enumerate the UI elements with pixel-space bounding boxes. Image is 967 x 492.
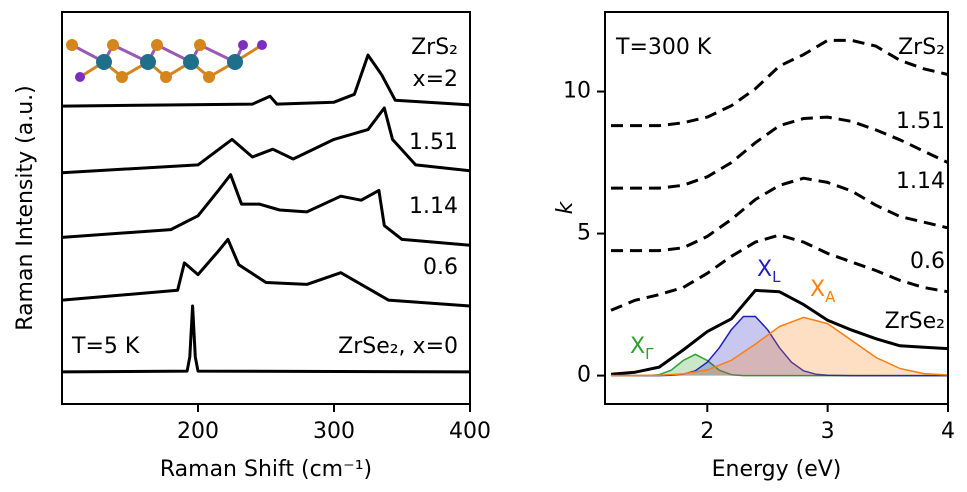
- annotation: XA: [810, 277, 836, 306]
- y-tick-label: 5: [577, 221, 591, 246]
- annotation-text: 1.51: [409, 130, 458, 155]
- x-tick-label: 3: [821, 419, 835, 444]
- annotation-text: ZrS₂: [898, 35, 945, 60]
- x-tick-label: 4: [941, 419, 955, 444]
- x-tick-label: 2: [700, 419, 714, 444]
- plot-area: [62, 53, 470, 374]
- annotation: T=300 K: [615, 35, 712, 60]
- spectrum-line: [611, 38, 948, 128]
- x-axis-label: Energy (eV): [712, 457, 842, 482]
- annotation: T=5 K: [71, 334, 140, 359]
- spectrum-line: [62, 304, 470, 374]
- annotation: 1.51: [896, 109, 945, 134]
- annotation: ZrSe₂: [885, 309, 945, 334]
- x-axis-label: Raman Shift (cm⁻¹): [160, 457, 372, 482]
- annotation-text: X: [810, 277, 825, 302]
- y-tick-label: 10: [563, 79, 591, 104]
- axes-frame: [61, 11, 471, 405]
- annotation: ZrSe₂, x=0: [338, 334, 458, 359]
- annotation: 0.6: [910, 249, 945, 274]
- annotation-subscript: A: [825, 288, 836, 306]
- annotation-text: 0.6: [910, 249, 945, 274]
- annotation: 1.14: [896, 169, 945, 194]
- annotation-text: x=2: [413, 67, 458, 92]
- annotation-text: 1.14: [896, 169, 945, 194]
- annotation-text: T=5 K: [71, 334, 140, 359]
- annotation-text: X: [630, 334, 645, 359]
- spectrum-line: [610, 288, 948, 376]
- x-tick-label: 400: [449, 419, 491, 444]
- x-tick-label: 200: [177, 419, 219, 444]
- plot-area: [610, 38, 948, 377]
- annotation: 1.14: [409, 194, 458, 219]
- annotation-text: ZrSe₂, x=0: [338, 334, 458, 359]
- y-tick-label: 0: [577, 363, 591, 388]
- annotation-text: 1.14: [409, 194, 458, 219]
- component-area: [611, 316, 948, 377]
- annotation-text: 1.51: [896, 109, 945, 134]
- annotation: 1.51: [409, 130, 458, 155]
- annotation: XΓ: [630, 334, 654, 363]
- annotation: ZrS₂: [411, 35, 458, 60]
- spectrum-line: [611, 176, 948, 253]
- annotation-subscript: L: [772, 268, 781, 286]
- y-axis-label: k: [553, 200, 578, 214]
- annotation-text: ZrS₂: [411, 35, 458, 60]
- annotation-text: X: [757, 257, 772, 282]
- annotation: 0.6: [423, 255, 458, 280]
- annotation: XL: [757, 257, 781, 286]
- crystal-inset: [66, 39, 267, 83]
- annotation: ZrS₂: [898, 35, 945, 60]
- annotation-subscript: Γ: [645, 345, 654, 363]
- x-tick-label: 300: [313, 419, 355, 444]
- annotation-text: T=300 K: [615, 35, 712, 60]
- axes-frame: [604, 11, 949, 405]
- spectrum-line: [62, 106, 470, 175]
- spectrum-line: [62, 53, 470, 108]
- y-axis-label: Raman Intensity (a.u.): [13, 85, 38, 330]
- annotation-text: 0.6: [423, 255, 458, 280]
- spectrum-line: [610, 233, 948, 312]
- annotation: x=2: [413, 67, 458, 92]
- spectrum-line: [62, 173, 470, 247]
- spectrum-line: [62, 237, 470, 308]
- annotation-text: ZrSe₂: [885, 309, 945, 334]
